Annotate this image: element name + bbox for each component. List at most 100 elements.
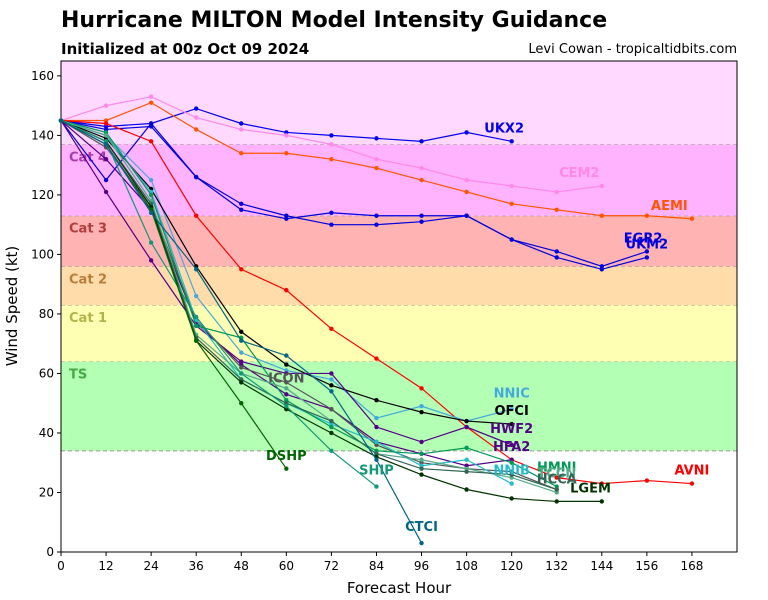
data-point-ship (284, 403, 289, 409)
data-point-aemi (194, 127, 199, 132)
data-point-avni (103, 121, 109, 126)
data-point-ship (374, 484, 379, 489)
x-tick-label: 144 (590, 559, 613, 573)
data-point-cem2 (464, 177, 469, 183)
data-point-aemi (148, 100, 154, 105)
series-label-cem2: CEM2 (559, 166, 599, 181)
data-point-egr2 (239, 207, 244, 212)
series-line-egr2 (60, 120, 648, 267)
data-point-hfa2 (284, 392, 289, 397)
data-point-ctci (284, 353, 289, 358)
x-tick-label: 96 (414, 559, 429, 573)
data-point-avni (284, 287, 289, 293)
data-point-hwf2 (509, 442, 514, 448)
data-point-nnib (509, 481, 514, 486)
data-point-avni (374, 356, 379, 361)
data-point-ukm2 (374, 222, 379, 227)
data-point-ukm2 (554, 255, 559, 260)
x-tick-label: 60 (279, 559, 294, 573)
series-label-ctci: CTCI (405, 520, 438, 535)
series-label-hfa2: HFA2 (493, 440, 530, 455)
data-point-ukx2 (464, 130, 469, 135)
data-point-tccn (103, 133, 109, 138)
data-point-ukm2 (148, 124, 154, 129)
x-axis-label: Forecast Hour (347, 579, 452, 597)
data-point-ofci (329, 383, 334, 388)
data-point-lgem (419, 472, 424, 477)
series-line-hmni (60, 119, 558, 488)
x-tick-label: 0 (57, 559, 65, 573)
data-point-ofci (239, 329, 244, 334)
x-tick-label: 168 (680, 559, 703, 573)
x-tick-label: 84 (369, 559, 384, 573)
data-point-avni (644, 478, 650, 483)
data-point-cem2 (194, 115, 199, 120)
x-tick-label: 132 (545, 559, 568, 573)
data-point-cem2 (374, 157, 379, 162)
data-point-ofci (509, 421, 514, 427)
data-point-hcca (509, 472, 514, 477)
data-point-ctci (419, 540, 424, 546)
chart-title: Hurricane MILTON Model Intensity Guidanc… (61, 8, 608, 33)
plot-frame (60, 60, 738, 553)
band-label: Cat 3 (69, 222, 107, 237)
data-point-ofci (419, 409, 424, 415)
x-tick-label: 108 (455, 559, 478, 573)
data-point-avni (554, 475, 559, 480)
series-label-lgem: LGEM (570, 481, 611, 496)
data-point-egr2 (419, 213, 424, 218)
data-point-ctci (194, 267, 199, 272)
x-tick-label: 24 (143, 559, 158, 573)
data-point-icon (284, 380, 289, 385)
data-point-nnic (239, 350, 244, 355)
series-label-avni: AVNI (674, 464, 709, 479)
data-point-lgem (464, 487, 469, 492)
data-point-egr2 (103, 177, 109, 183)
series-lines (58, 94, 695, 546)
data-point-cem2 (509, 183, 514, 189)
y-tick-label: 20 (39, 485, 54, 499)
data-point-ukx2 (509, 139, 514, 144)
data-point-egr2 (374, 213, 379, 218)
data-point-cem2 (329, 142, 334, 147)
data-point-aemi (599, 213, 604, 218)
data-point-icon (329, 406, 334, 412)
data-point-lgem (239, 380, 244, 385)
series-label-ukx2: UKX2 (484, 121, 524, 136)
data-point-cem2 (148, 94, 154, 99)
axes: 0 12 24 36 48 60 72 84 96 108 120 132 144 156 168 0 20 40… (31, 60, 738, 573)
data-point-hmni (419, 451, 424, 456)
data-point-aemi (464, 189, 469, 195)
data-point-ctci (58, 118, 64, 123)
data-point-avni (239, 267, 244, 272)
data-point-nnic (148, 177, 154, 183)
data-point-hcca (464, 469, 469, 474)
data-point-hwf2 (284, 371, 289, 376)
data-point-aemi (374, 165, 379, 171)
data-point-avni (194, 213, 199, 218)
y-tick-label: 80 (39, 307, 54, 321)
series-label-icon: ICON (268, 371, 304, 386)
y-tick-label: 0 (46, 545, 54, 559)
data-point-aemi (689, 216, 695, 221)
data-point-cem2 (554, 189, 559, 195)
chart-subtitle: Initialized at 00z Oct 09 2024 (61, 40, 310, 58)
data-point-hwf2 (103, 189, 109, 195)
data-point-hwf2 (329, 371, 334, 376)
series-label-dshp: DSHP (266, 449, 307, 464)
data-point-ukx2 (419, 139, 424, 144)
data-point-hwf2 (419, 439, 424, 445)
data-point-ship (239, 371, 244, 376)
band-cat-5 (61, 61, 737, 145)
series-label-ofci: OFCI (495, 404, 529, 419)
series-label-nnic: NNIC (494, 386, 530, 401)
data-point-ukm2 (509, 237, 514, 242)
y-tick-label: 120 (31, 188, 54, 202)
band-cat-2 (61, 266, 737, 306)
x-tick-label: 12 (98, 559, 113, 573)
data-point-ship (148, 240, 154, 245)
data-point-ukm2 (329, 222, 334, 227)
data-point-cem2 (239, 127, 244, 132)
data-point-hmni (464, 445, 469, 451)
data-point-hcca (554, 487, 559, 492)
